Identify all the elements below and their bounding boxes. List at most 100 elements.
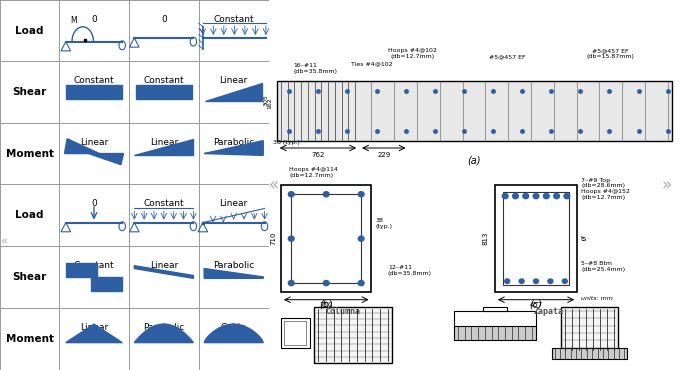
Text: ts: ts (581, 236, 588, 242)
Text: (a): (a) (468, 155, 481, 165)
Text: Parabolic: Parabolic (213, 138, 254, 147)
Bar (454, 326, 536, 340)
Text: (b): (b) (320, 300, 333, 310)
Text: Constant: Constant (143, 199, 184, 208)
Text: Moment: Moment (5, 334, 54, 344)
Text: Load: Load (15, 26, 44, 36)
Bar (284, 321, 307, 345)
Text: 813: 813 (483, 232, 489, 245)
Polygon shape (88, 154, 124, 165)
Circle shape (548, 279, 553, 283)
Text: Ties #4@102: Ties #4@102 (351, 61, 392, 67)
Polygon shape (66, 263, 97, 277)
Polygon shape (204, 269, 263, 278)
Circle shape (323, 192, 329, 197)
Bar (291, 194, 361, 283)
Circle shape (534, 279, 539, 283)
Text: Shear: Shear (12, 272, 47, 282)
Circle shape (288, 192, 294, 197)
Text: 7–#9 Top
(db=28.6mm): 7–#9 Top (db=28.6mm) (581, 178, 626, 188)
Polygon shape (205, 83, 262, 101)
Circle shape (505, 279, 510, 283)
Text: Hoops #4@102
(db=12.7mm): Hoops #4@102 (db=12.7mm) (388, 48, 437, 59)
Text: units: mm: units: mm (581, 296, 613, 301)
Polygon shape (66, 324, 122, 343)
Text: Zapata: Zapata (533, 307, 563, 316)
Text: Hoops #4@152
(db=12.7mm): Hoops #4@152 (db=12.7mm) (581, 189, 630, 199)
Circle shape (533, 194, 539, 199)
Bar (561, 307, 618, 351)
Bar (495, 185, 577, 292)
Bar (454, 311, 536, 329)
Text: Constant: Constant (73, 76, 114, 85)
Text: 162: 162 (268, 98, 273, 110)
Text: «: « (269, 176, 279, 194)
Text: Hoops #4@114
(db=12.7mm): Hoops #4@114 (db=12.7mm) (289, 167, 338, 178)
Text: 710: 710 (271, 232, 277, 245)
Bar (552, 348, 626, 359)
Text: 305: 305 (264, 94, 269, 106)
Text: Parabolic: Parabolic (213, 261, 254, 270)
Circle shape (323, 280, 329, 286)
Polygon shape (204, 324, 263, 343)
Text: Cubic: Cubic (221, 323, 246, 332)
Circle shape (543, 194, 549, 199)
Text: Columna: Columna (325, 307, 360, 316)
Circle shape (523, 194, 528, 199)
Text: 38
(typ.): 38 (typ.) (375, 218, 392, 229)
Circle shape (288, 236, 294, 241)
Text: 0: 0 (91, 199, 97, 208)
Text: 229: 229 (377, 152, 390, 158)
Bar (281, 185, 371, 292)
Polygon shape (65, 139, 99, 154)
Text: Shear: Shear (12, 87, 47, 97)
Text: 5–#8 Btm
(db=25.4mm): 5–#8 Btm (db=25.4mm) (581, 261, 626, 272)
Circle shape (519, 279, 524, 283)
Circle shape (564, 194, 570, 199)
Text: 38 (typ.): 38 (typ.) (273, 140, 300, 145)
Bar (483, 307, 507, 311)
Text: Linear: Linear (80, 323, 108, 332)
Text: Linear: Linear (80, 138, 108, 147)
Polygon shape (135, 324, 193, 343)
Bar (281, 318, 310, 348)
Circle shape (358, 192, 364, 197)
Circle shape (503, 194, 508, 199)
Polygon shape (135, 84, 192, 99)
Circle shape (513, 194, 518, 199)
Text: 762: 762 (311, 152, 324, 158)
Bar (314, 307, 392, 363)
Text: Linear: Linear (220, 199, 248, 208)
Polygon shape (66, 84, 122, 99)
Circle shape (554, 194, 560, 199)
Text: Linear: Linear (150, 138, 178, 147)
Circle shape (562, 279, 567, 283)
Text: M: M (71, 16, 77, 25)
Polygon shape (204, 141, 263, 155)
Text: 710: 710 (320, 302, 333, 307)
Polygon shape (135, 266, 193, 278)
Text: #5@457 EF
(db=15.87mm): #5@457 EF (db=15.87mm) (586, 48, 634, 59)
Text: #5@457 EF: #5@457 EF (489, 54, 526, 59)
Polygon shape (135, 139, 193, 155)
Text: 0: 0 (161, 15, 167, 24)
Bar (503, 192, 569, 285)
Text: 12–#11
(db=35.8mm): 12–#11 (db=35.8mm) (388, 265, 432, 276)
Polygon shape (91, 277, 122, 291)
Circle shape (358, 236, 364, 241)
Circle shape (358, 280, 364, 286)
Text: Constant: Constant (214, 15, 254, 24)
Text: Linear: Linear (150, 261, 178, 270)
Text: 457: 457 (530, 302, 543, 307)
Text: «: « (0, 235, 7, 246)
Text: Constant: Constant (73, 261, 114, 270)
Text: »: » (662, 176, 672, 194)
Circle shape (288, 280, 294, 286)
Text: Load: Load (15, 210, 44, 220)
Text: (c): (c) (530, 300, 543, 310)
Text: 0: 0 (91, 15, 97, 24)
Text: Linear: Linear (220, 76, 248, 85)
Text: Moment: Moment (5, 148, 54, 159)
Text: Parabolic: Parabolic (143, 323, 184, 332)
Text: Constant: Constant (143, 76, 184, 85)
